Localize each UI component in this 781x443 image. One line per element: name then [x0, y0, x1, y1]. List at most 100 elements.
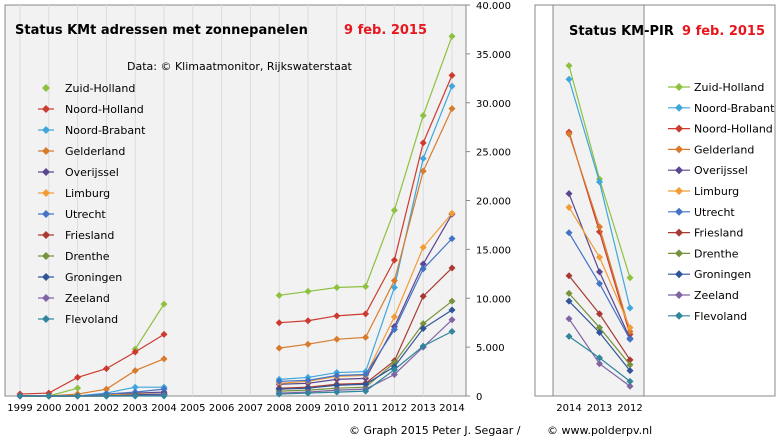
legend-label: Overijssel [65, 166, 119, 179]
series-flevoland [565, 332, 634, 385]
legend-marker [675, 166, 683, 175]
legend-item-friesland: Friesland [668, 227, 743, 240]
left-x-tick-label: 2001 [65, 403, 90, 414]
data-point [448, 297, 456, 305]
data-point [596, 310, 603, 318]
data-point [362, 310, 370, 318]
legend-item-zeeland: Zeeland [668, 289, 739, 302]
data-point [596, 354, 603, 362]
left-chart-title: Status KMt adressen met zonnepanelen [15, 23, 308, 38]
data-point [565, 75, 573, 83]
legend-item-noord-holland: Noord-Holland [668, 123, 773, 136]
left-chart-date: 9 feb. 2015 [344, 23, 427, 38]
data-point [362, 380, 370, 388]
legend-marker [675, 207, 683, 216]
series-utrecht [565, 229, 634, 343]
data-point [390, 326, 398, 334]
legend-marker [42, 273, 50, 281]
legend-item-utrecht: Utrecht [668, 206, 735, 219]
data-point [596, 268, 603, 276]
data-point [304, 317, 312, 325]
left-x-tick-label: 2002 [94, 403, 119, 414]
data-point [362, 333, 370, 341]
data-point [74, 384, 82, 392]
left-x-tick-label: 2007 [238, 403, 263, 414]
data-point [390, 256, 398, 264]
data-point [596, 328, 603, 336]
right-x-tick-label: 2012 [617, 403, 642, 414]
data-point [304, 389, 312, 397]
legend-label: Drenthe [694, 247, 739, 260]
data-point [362, 387, 370, 395]
data-point [419, 292, 427, 300]
data-point [565, 130, 573, 138]
data-point [626, 356, 634, 364]
data-point [419, 320, 427, 328]
left-y-tick-label: 0 [476, 392, 482, 403]
data-point [565, 315, 573, 323]
data-point [565, 332, 573, 340]
legend-marker [42, 294, 50, 302]
legend-label: Noord-Holland [694, 123, 773, 136]
left-y-tick-label: 25.000 [476, 148, 511, 159]
legend-marker [675, 187, 683, 195]
legend-item-overijssel: Overijssel [38, 166, 119, 179]
data-point [275, 319, 283, 327]
left-y-tick-label: 40.000 [476, 1, 511, 12]
legend-label: Utrecht [694, 206, 735, 219]
legend-item-noord-brabant: Noord-Brabant [38, 124, 146, 137]
legend-label: Overijssel [694, 164, 748, 177]
legend-label: Flevoland [694, 310, 747, 323]
legend-item-groningen: Groningen [38, 271, 122, 284]
series-drenthe [565, 289, 634, 369]
data-point [131, 383, 139, 391]
data-point [102, 365, 110, 373]
legend-label: Groningen [694, 268, 751, 281]
data-point [626, 361, 634, 369]
data-point [419, 111, 427, 119]
left-x-tick-label: 2014 [439, 403, 464, 414]
legend-item-drenthe: Drenthe [38, 250, 110, 263]
legend-marker [42, 315, 50, 323]
series-noord-brabant [565, 75, 634, 312]
data-point [390, 283, 398, 291]
data-point [74, 373, 82, 381]
legend-item-utrecht: Utrecht [38, 208, 106, 221]
data-point [596, 253, 603, 261]
data-point [565, 289, 573, 297]
left-x-tick-label: 2013 [410, 403, 435, 414]
data-point [16, 392, 24, 400]
legend-marker [42, 105, 50, 113]
legend-item-groningen: Groningen [668, 268, 751, 281]
data-point [390, 366, 398, 374]
legend-item-zuid-holland: Zuid-Holland [668, 81, 764, 94]
legend-marker [675, 145, 683, 154]
data-point [131, 367, 139, 375]
legend-item-gelderland: Gelderland [38, 145, 125, 158]
data-point [304, 287, 312, 295]
data-point [362, 283, 370, 291]
left-x-tick-label: 2010 [324, 403, 349, 414]
series-friesland [565, 272, 634, 364]
right-x-tick-label: 2014 [556, 403, 581, 414]
left-y-tick-label: 5.000 [476, 343, 505, 354]
legend-label: Utrecht [65, 208, 106, 221]
left-x-tick-label: 2012 [382, 403, 407, 414]
data-point [304, 340, 312, 348]
data-point [419, 154, 427, 162]
data-point [596, 324, 603, 332]
data-point [448, 32, 456, 40]
data-point [448, 105, 456, 113]
data-point [565, 62, 573, 70]
data-point [390, 313, 398, 321]
data-point [448, 306, 456, 314]
data-point [565, 203, 573, 211]
left-x-tick-label: 2006 [209, 403, 234, 414]
right-chart-date: 9 feb. 2015 [682, 24, 765, 39]
series-groningen [565, 297, 634, 375]
data-point [160, 300, 168, 308]
left-y-tick-label: 35.000 [476, 50, 511, 61]
data-point [565, 190, 573, 198]
left-x-tick-label: 2004 [151, 403, 176, 414]
data-point [160, 355, 168, 363]
